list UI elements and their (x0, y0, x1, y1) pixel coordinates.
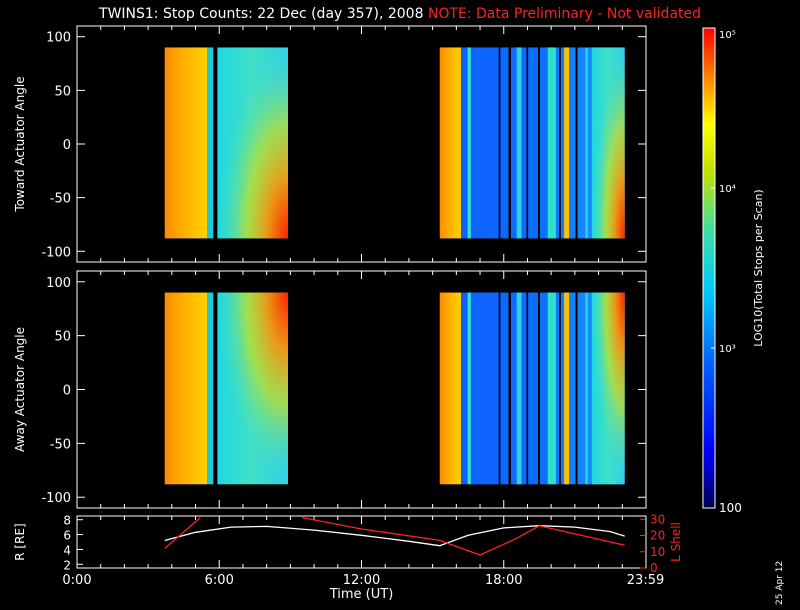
data-strip (585, 292, 588, 485)
data-block-orange (439, 47, 462, 239)
heatmap-away: 100 50 0 -50 -100 Away Actuator Angle (13, 270, 647, 509)
colorbar-tick-label: 10³ (719, 344, 736, 355)
date-stamp: 25 Apr 12 (775, 561, 785, 605)
data-strip (526, 47, 529, 239)
y-tick-label-left: 2 (63, 558, 71, 572)
title-main: TWINS1: Stop Counts: 22 Dec (day 357), 2… (99, 6, 424, 22)
data-strip (575, 292, 578, 485)
data-gap (213, 47, 218, 239)
data-block-hot (591, 47, 625, 239)
colorbar-gradient (702, 27, 716, 509)
data-strip (564, 47, 570, 239)
chart-title: TWINS1: Stop Counts: 22 Dec (day 357), 2… (0, 6, 800, 22)
data-strip (585, 47, 588, 239)
data-gap (213, 292, 218, 485)
data-strip (559, 47, 561, 239)
data-block-strip (207, 47, 214, 239)
data-strip (516, 292, 522, 485)
data-strip (559, 292, 561, 485)
y-tick-label: -100 (41, 245, 71, 260)
y-tick-label-left: 6 (63, 529, 71, 543)
data-strip (537, 47, 540, 239)
data-strip (467, 292, 471, 485)
y-tick-label-right: 10 (650, 545, 665, 559)
series-line-left (164, 525, 625, 547)
y-axis-label: Toward Actuator Angle (13, 76, 27, 212)
y-tick-label-left: 8 (63, 514, 71, 528)
x-axis-label: Time (UT) (329, 587, 394, 600)
data-block-hot (217, 47, 289, 239)
title-note: NOTE: Data Preliminary - Not validated (427, 6, 701, 22)
data-block-orange (439, 292, 462, 485)
y-tick-label-right: 30 (650, 512, 665, 526)
y-axis-label-right: L Shell (669, 522, 683, 562)
data-strip (564, 292, 570, 485)
data-strip (498, 47, 501, 239)
x-tick-label: 6:00 (205, 573, 234, 588)
y-tick-label-right: 0 (650, 561, 658, 575)
y-tick-label: 50 (54, 84, 71, 99)
y-tick-label: 0 (63, 138, 71, 153)
data-strip (575, 47, 578, 239)
y-tick-label: 100 (46, 276, 71, 291)
x-tick-label: 0:00 (62, 573, 91, 588)
data-strip (508, 292, 511, 485)
y-axis-label-left: R [RE] (13, 523, 27, 560)
data-block-strip (207, 292, 214, 485)
stamp-box: 25 Apr 12 (775, 561, 785, 605)
data-strip (526, 292, 529, 485)
y-tick-label: 0 (63, 384, 71, 399)
data-strip (547, 47, 556, 239)
colorbar: 100 10³ 10⁴ 10⁵ LOG10(Total Stops per Scan) (702, 27, 765, 515)
data-block-hot (591, 292, 625, 485)
x-tick-label: 18:00 (485, 573, 522, 588)
series-line-right (302, 516, 625, 556)
colorbar-tick-label: 100 (719, 501, 742, 515)
data-block-hot (217, 292, 289, 485)
data-strip (516, 47, 522, 239)
y-tick-label-left: 4 (63, 543, 71, 557)
y-tick-label-right: 20 (650, 529, 665, 543)
y-axis-label: Away Actuator Angle (13, 327, 27, 452)
y-tick-label: 100 (46, 31, 71, 46)
data-block-orange (164, 47, 208, 239)
data-strip (498, 292, 501, 485)
data-strip (508, 47, 511, 239)
data-block-orange (164, 292, 208, 485)
colorbar-tick-label: 10⁴ (719, 184, 736, 195)
y-tick-label: -50 (50, 437, 71, 452)
data-strip (467, 47, 471, 239)
colorbar-tick-label: 10⁵ (719, 30, 736, 41)
y-tick-label: -100 (41, 491, 71, 506)
series-line-right (164, 517, 201, 549)
data-strip (537, 292, 540, 485)
heatmap-toward: 100 50 0 -50 -100 Toward Actuator Angle (13, 25, 647, 263)
data-strip (547, 292, 556, 485)
colorbar-label: LOG10(Total Stops per Scan) (752, 189, 765, 346)
y-tick-label: -50 (50, 192, 71, 207)
x-tick-label: 12:00 (343, 573, 380, 588)
x-tick-label: 23:59 (627, 573, 664, 588)
y-tick-label: 50 (54, 330, 71, 345)
